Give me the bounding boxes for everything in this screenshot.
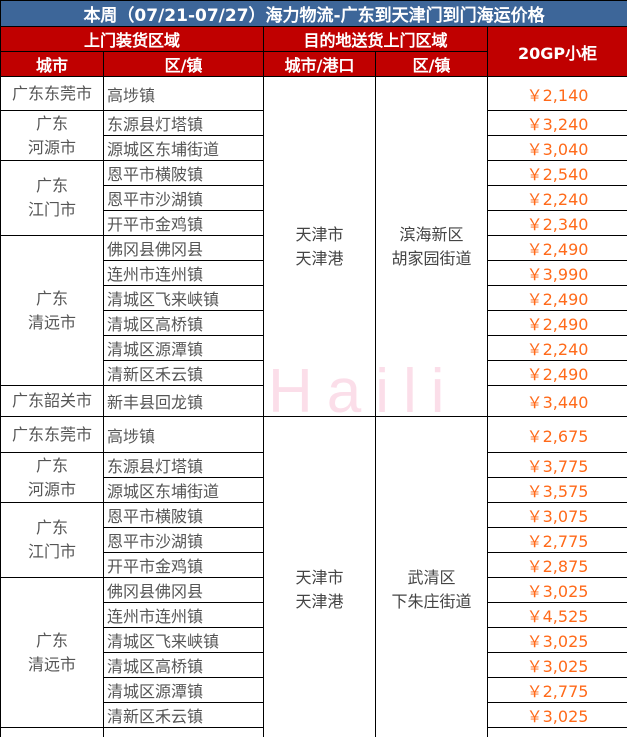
price-20gp: ￥2,490 [486,285,627,311]
price-20gp: ￥2,240 [486,335,627,361]
price-20gp: ￥3,975 [486,727,627,737]
table-row: 广东 河源市 东源县灯塔镇 ￥3,240 [0,110,627,161]
header-container: 20GP小柜 [486,26,627,77]
table-row: 恩平市沙湖镇 ￥2,775 [1,527,627,553]
price-20gp: ￥2,875 [486,552,627,578]
pickup-town: 清城区飞来峡镇 [103,285,264,311]
pickup-city: 广东韶关市 [0,727,104,737]
price-20gp: ￥3,025 [486,577,627,603]
price-20gp: ￥3,240 [486,110,627,136]
pickup-town: 新丰县回龙镇 [103,385,264,417]
pickup-town: 清新区禾云镇 [103,360,264,386]
pickup-town: 清城区高桥镇 [103,310,264,336]
dest-city-port: 天津市 天津港 [263,416,376,737]
pickup-town: 开平市金鸡镇 [103,210,264,236]
pickup-town: 高埗镇 [103,76,264,111]
pickup-city: 广东 江门市 [0,502,104,578]
pickup-city: 广东 清远市 [0,577,104,728]
price-20gp: ￥2,540 [486,160,627,186]
pickup-town: 清新区禾云镇 [103,702,264,728]
table-row: 恩平市沙湖镇 ￥2,240 [1,185,627,211]
price-20gp: ￥2,240 [486,185,627,211]
price-20gp: ￥3,025 [486,702,627,728]
pickup-town: 清城区飞来峡镇 [103,627,264,653]
table-row: 清城区高桥镇 ￥2,490 [1,310,627,336]
table-row: 广东东莞市 高埗镇 天津市 天津港 武清区 下朱庄街道 ￥2,675 [0,416,627,737]
table-row: 广东东莞市 高埗镇 天津市 天津港 滨海新区 胡家园街道 ￥2,140 [0,76,627,417]
pickup-city: 广东 河源市 [0,452,104,503]
pickup-town: 恩平市沙湖镇 [103,185,264,211]
pickup-town: 佛冈县佛冈县 [103,577,264,603]
price-20gp: ￥3,075 [486,502,627,528]
pickup-town: 清城区源潭镇 [103,335,264,361]
pickup-town: 连州市连州镇 [103,602,264,628]
price-20gp: ￥2,490 [486,235,627,261]
price-20gp: ￥2,775 [486,527,627,553]
pickup-town: 恩平市横陂镇 [103,502,264,528]
pickup-town: 东源县灯塔镇 [103,452,264,478]
table-row: 广东 清远市 佛冈县佛冈县 ￥2,490 [0,235,627,386]
table-row: 清新区禾云镇 ￥3,025 [1,702,627,728]
pickup-city: 广东 清远市 [0,235,104,386]
price-20gp: ￥2,775 [486,677,627,703]
pickup-city: 广东 江门市 [0,160,104,236]
price-20gp: ￥3,990 [486,260,627,286]
price-20gp: ￥3,040 [486,135,627,161]
pickup-town: 清城区源潭镇 [103,677,264,703]
header-town: 区/镇 [103,51,264,77]
price-20gp: ￥2,490 [486,360,627,386]
price-20gp: ￥2,490 [486,310,627,336]
header-city-port: 城市/港口 [263,51,376,77]
table-row: 清城区高桥镇 ￥3,025 [1,652,627,678]
pickup-city: 广东东莞市 [0,76,104,111]
table-row: 连州市连州镇 ￥4,525 [1,602,627,628]
pickup-town: 佛冈县佛冈县 [103,235,264,261]
header-city: 城市 [0,51,104,77]
table-row: 广东 江门市 恩平市横陂镇 ￥2,540 [0,160,627,236]
price-20gp: ￥3,575 [486,477,627,503]
header-dest-town: 区/镇 [375,51,488,77]
pickup-town: 清城区高桥镇 [103,652,264,678]
header-dest-area: 目的地送货上门区域 [263,26,488,52]
dest-city-port: 天津市 天津港 [263,76,376,417]
price-20gp: ￥3,025 [486,627,627,653]
pickup-town: 新丰县回龙镇 [103,727,264,737]
dest-town: 滨海新区 胡家园街道 [375,76,488,417]
pickup-city: 广东韶关市 [0,385,104,417]
price-20gp: ￥3,775 [486,452,627,478]
table-row: 清城区飞来峡镇 ￥2,490 [1,285,627,311]
pickup-town: 高埗镇 [103,416,264,453]
pickup-city: 广东 河源市 [0,110,104,161]
table-row: 开平市金鸡镇 ￥2,875 [1,552,627,578]
price-20gp: ￥4,525 [486,602,627,628]
pickup-town: 源城区东埔街道 [103,135,264,161]
pickup-town: 恩平市横陂镇 [103,160,264,186]
price-20gp: ￥2,675 [486,416,627,453]
table-row: 连州市连州镇 ￥3,990 [1,260,627,286]
pickup-town: 恩平市沙湖镇 [103,527,264,553]
dest-town: 武清区 下朱庄街道 [375,416,488,737]
price-20gp: ￥2,140 [486,76,627,111]
pickup-town: 东源县灯塔镇 [103,110,264,136]
table-row: 清新区禾云镇 ￥2,490 [1,360,627,386]
pickup-city: 广东东莞市 [0,416,104,453]
page-title: 本周（07/21-07/27）海力物流-广东到天津门到门海运价格 [0,0,627,27]
table-row: 广东 清远市 佛冈县佛冈县 ￥3,025 [0,577,627,728]
header-pickup-area: 上门装货区域 [0,26,264,52]
pickup-town: 开平市金鸡镇 [103,552,264,578]
pickup-town: 连州市连州镇 [103,260,264,286]
price-20gp: ￥3,025 [486,652,627,678]
price-20gp: ￥2,340 [486,210,627,236]
table-row: 广东韶关市 新丰县回龙镇 ￥3,440 [0,385,627,417]
price-20gp: ￥3,440 [486,385,627,417]
pickup-town: 源城区东埔街道 [103,477,264,503]
table-row: 源城区东埔街道 ￥3,040 [1,135,627,161]
